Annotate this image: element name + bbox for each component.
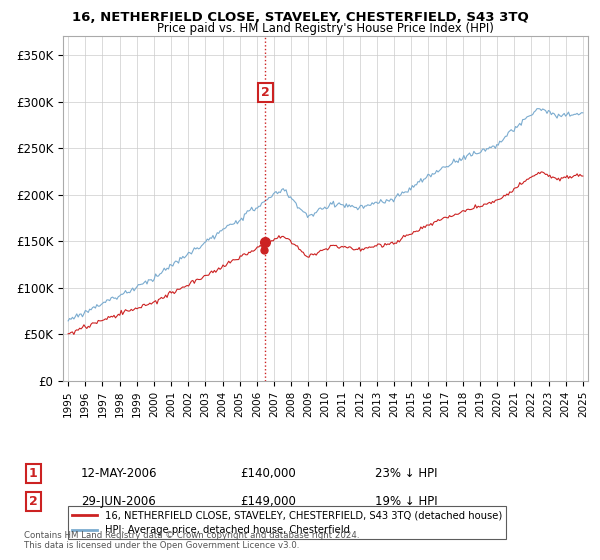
Text: 19% ↓ HPI: 19% ↓ HPI — [375, 494, 437, 508]
Text: 1: 1 — [29, 466, 37, 480]
Text: 29-JUN-2006: 29-JUN-2006 — [81, 494, 156, 508]
Text: £140,000: £140,000 — [240, 466, 296, 480]
Text: 2: 2 — [29, 494, 37, 508]
Text: 16, NETHERFIELD CLOSE, STAVELEY, CHESTERFIELD, S43 3TQ: 16, NETHERFIELD CLOSE, STAVELEY, CHESTER… — [71, 11, 529, 24]
Text: Contains HM Land Registry data © Crown copyright and database right 2024.
This d: Contains HM Land Registry data © Crown c… — [24, 530, 359, 550]
Title: Price paid vs. HM Land Registry's House Price Index (HPI): Price paid vs. HM Land Registry's House … — [157, 22, 494, 35]
Text: 23% ↓ HPI: 23% ↓ HPI — [375, 466, 437, 480]
Text: 2: 2 — [261, 86, 270, 99]
Text: £149,000: £149,000 — [240, 494, 296, 508]
Text: 12-MAY-2006: 12-MAY-2006 — [81, 466, 157, 480]
Legend: 16, NETHERFIELD CLOSE, STAVELEY, CHESTERFIELD, S43 3TQ (detached house), HPI: Av: 16, NETHERFIELD CLOSE, STAVELEY, CHESTER… — [68, 506, 506, 539]
